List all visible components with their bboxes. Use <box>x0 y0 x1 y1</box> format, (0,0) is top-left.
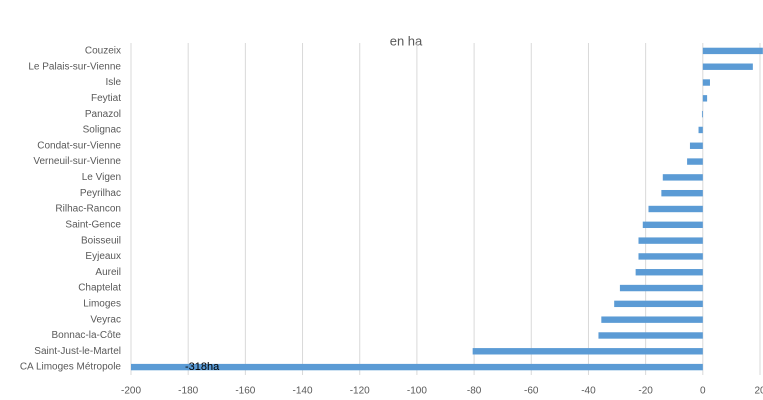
x-tick-label: 0 <box>700 386 706 397</box>
bar <box>601 316 703 323</box>
bar <box>689 142 703 149</box>
y-tick-label: Chaptelat <box>78 283 121 294</box>
y-tick-label: Peyrilhac <box>80 188 121 199</box>
y-tick-label: Eyjeaux <box>85 251 121 262</box>
chart-title: en ha <box>390 33 423 48</box>
x-tick-label: -60 <box>524 386 539 397</box>
y-tick-label: CA Limoges Métropole <box>20 362 122 373</box>
labels: -200 -180 -160 -140 -120 -100 -80 -60 -40 -20 0 20C… <box>20 46 763 397</box>
x-tick-label: -20 <box>638 386 653 397</box>
bar <box>131 363 703 371</box>
bars <box>131 47 763 371</box>
x-tick-label: -140 <box>293 386 313 397</box>
y-tick-label: Le Palais-sur-Vienne <box>28 61 121 72</box>
x-tick-label: -160 <box>235 386 255 397</box>
y-tick-label: Couzeix <box>85 46 121 57</box>
bar <box>698 126 703 134</box>
y-tick-label: Rilhac-Rancon <box>55 204 121 215</box>
y-tick-label: Feytiat <box>91 93 121 104</box>
y-tick-label: Bonnac-la-Côte <box>52 330 122 341</box>
y-tick-label: Condat-sur-Vienne <box>37 140 121 151</box>
bar <box>472 348 703 355</box>
bar <box>642 221 703 229</box>
y-tick-label: Panazol <box>85 109 121 120</box>
bar <box>661 189 703 197</box>
bar <box>638 237 703 244</box>
y-tick-label: Veyrac <box>90 314 121 325</box>
bar <box>619 284 703 292</box>
x-tick-label: -100 <box>407 386 427 397</box>
x-tick-label: -180 <box>178 386 198 397</box>
y-tick-label: Solignac <box>83 125 121 136</box>
bar <box>702 63 753 70</box>
y-tick-label: Boisseuil <box>81 235 121 246</box>
x-tick-label: 20 <box>754 386 763 397</box>
y-tick-label: Verneuil-sur-Vienne <box>33 156 121 167</box>
y-tick-label: Isle <box>105 77 121 88</box>
bar <box>662 174 703 181</box>
bar <box>635 269 703 276</box>
x-tick-label: -80 <box>467 386 482 397</box>
bar <box>702 47 763 55</box>
bar <box>702 95 708 102</box>
y-tick-label: Saint-Gence <box>65 219 121 230</box>
bar <box>598 332 703 339</box>
y-tick-label: Limoges <box>83 298 121 309</box>
y-tick-label: Le Vigen <box>82 172 121 183</box>
x-tick-label: -40 <box>581 386 596 397</box>
bar <box>687 158 703 165</box>
bar <box>638 253 703 260</box>
x-tick-label: -120 <box>350 386 370 397</box>
data-label: -318ha <box>185 361 220 373</box>
y-tick-label: Aureil <box>95 267 121 278</box>
y-tick-label: Saint-Just-le-Martel <box>34 346 121 357</box>
bar <box>614 300 703 308</box>
bar <box>648 205 703 213</box>
x-tick-label: -200 <box>121 386 141 397</box>
bar <box>701 110 703 118</box>
bar <box>702 79 710 86</box>
